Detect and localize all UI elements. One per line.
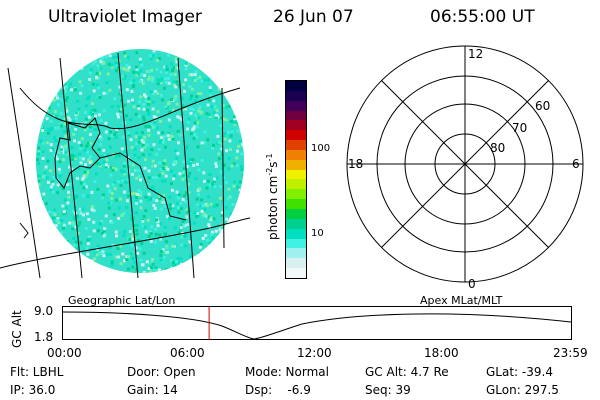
status-ip: IP: 36.0 xyxy=(10,383,56,397)
colorbar-unit-label: photon cm-2s-1 xyxy=(265,153,280,240)
lat-label-70: 70 xyxy=(512,121,527,135)
colorbar-segment xyxy=(286,199,306,209)
colorbar-segment xyxy=(286,248,306,259)
xtick-0000: 00:00 xyxy=(47,346,82,360)
xtick-2359: 23:59 xyxy=(553,346,588,360)
observation-date: 26 Jun 07 xyxy=(273,7,354,27)
status-gc-alt: GC Alt: 4.7 Re xyxy=(365,365,449,379)
lat-label-60: 60 xyxy=(535,99,550,113)
colorbar-tick-10: 10 xyxy=(311,228,324,239)
lat-label-80: 80 xyxy=(490,141,505,155)
status-gain: Gain: 14 xyxy=(127,383,178,397)
colorbar-segment xyxy=(286,100,306,111)
colorbar xyxy=(285,80,307,279)
colorbar-segment xyxy=(286,218,306,229)
colorbar-segment xyxy=(286,90,306,101)
colorbar-tick-100: 100 xyxy=(311,143,331,154)
timeline-ylabel: GC Alt xyxy=(10,310,24,348)
colorbar-segment xyxy=(286,140,306,150)
colorbar-segment xyxy=(286,228,306,239)
status-glat: GLat: -39.4 xyxy=(486,365,553,379)
mlt-label-6: 6 xyxy=(572,157,580,171)
colorbar-segment xyxy=(286,169,306,180)
uv-earth-image xyxy=(0,49,251,279)
colorbar-segment xyxy=(286,81,306,91)
colorbar-segment xyxy=(286,179,306,190)
mlt-label-0: 0 xyxy=(468,277,476,291)
observation-time: 06:55:00 UT xyxy=(430,7,535,27)
timeline-left-title: Geographic Lat/Lon xyxy=(68,294,176,307)
timeline-ymin: 1.8 xyxy=(34,330,54,344)
timeline-right-title: Apex MLat/MLT xyxy=(420,294,503,307)
colorbar-segment xyxy=(286,110,306,121)
status-mode: Mode: Normal xyxy=(245,365,329,379)
colorbar-segment xyxy=(286,238,306,249)
instrument-title: Ultraviolet Imager xyxy=(48,7,202,27)
xtick-1800: 18:00 xyxy=(424,346,459,360)
colorbar-segment xyxy=(286,258,306,269)
colorbar-segment xyxy=(286,268,306,278)
colorbar-segment xyxy=(286,130,306,141)
xtick-0600: 06:00 xyxy=(170,346,205,360)
colorbar-segment xyxy=(286,159,306,170)
mlt-label-12: 12 xyxy=(468,47,483,61)
colorbar-segment xyxy=(286,149,306,160)
status-seq: Seq: 39 xyxy=(365,383,411,397)
mlt-label-18: 18 xyxy=(348,157,363,171)
colorbar-segment xyxy=(286,189,306,200)
map-overlay xyxy=(0,52,251,279)
status-filter: Flt: LBHL xyxy=(10,365,64,379)
xtick-1200: 12:00 xyxy=(297,346,332,360)
colorbar-segment xyxy=(286,208,306,219)
status-glon: GLon: 297.5 xyxy=(486,383,559,397)
polar-mlat-mlt-plot: 12 18 6 0 60 70 80 xyxy=(346,45,584,291)
status-door: Door: Open xyxy=(127,365,196,379)
orbit-timeline xyxy=(61,306,572,340)
timeline-ymax: 9.0 xyxy=(34,304,54,318)
status-dsp: Dsp: -6.9 xyxy=(245,383,311,397)
colorbar-segment xyxy=(286,120,306,131)
